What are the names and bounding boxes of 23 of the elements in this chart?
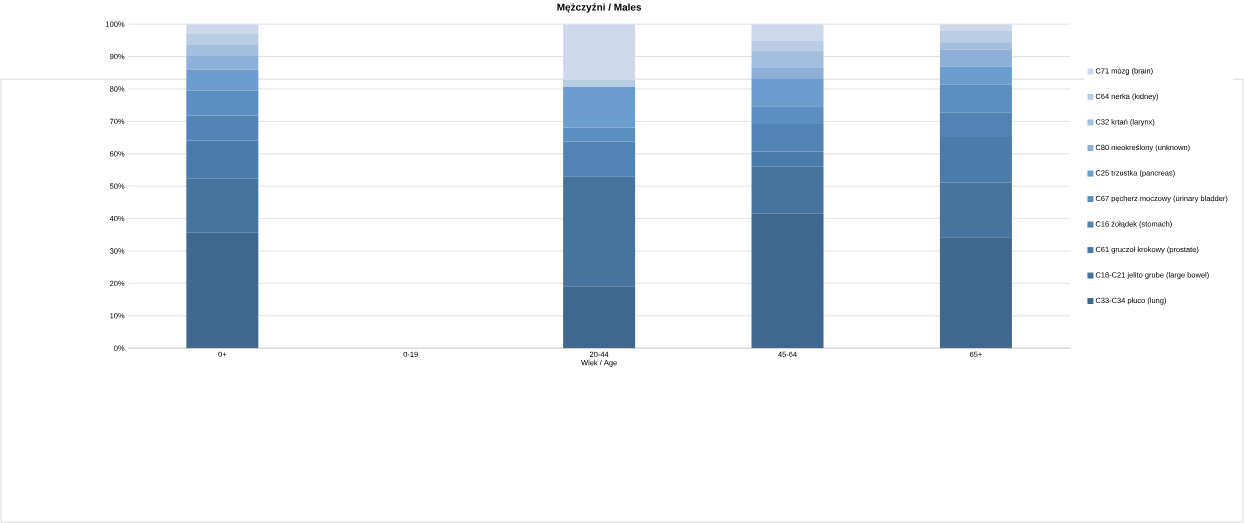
bar	[563, 79, 636, 87]
bar	[751, 50, 824, 68]
bar	[186, 24, 259, 34]
bar	[939, 42, 1012, 50]
bar	[563, 86, 636, 128]
bar	[751, 67, 824, 79]
bar	[186, 44, 259, 56]
bar	[751, 24, 824, 41]
bar	[563, 286, 636, 349]
chart-title: Mężczyźni / Males	[557, 3, 642, 13]
bar	[939, 30, 1012, 43]
bar	[939, 49, 1012, 67]
bar	[186, 33, 259, 45]
bar	[186, 232, 259, 349]
bar	[186, 69, 259, 91]
bar	[751, 40, 824, 51]
bar	[939, 237, 1012, 349]
bar	[563, 24, 636, 80]
bar	[751, 78, 824, 107]
bar	[563, 176, 636, 287]
bar	[751, 213, 824, 349]
bar	[939, 66, 1012, 85]
bar	[186, 55, 259, 70]
